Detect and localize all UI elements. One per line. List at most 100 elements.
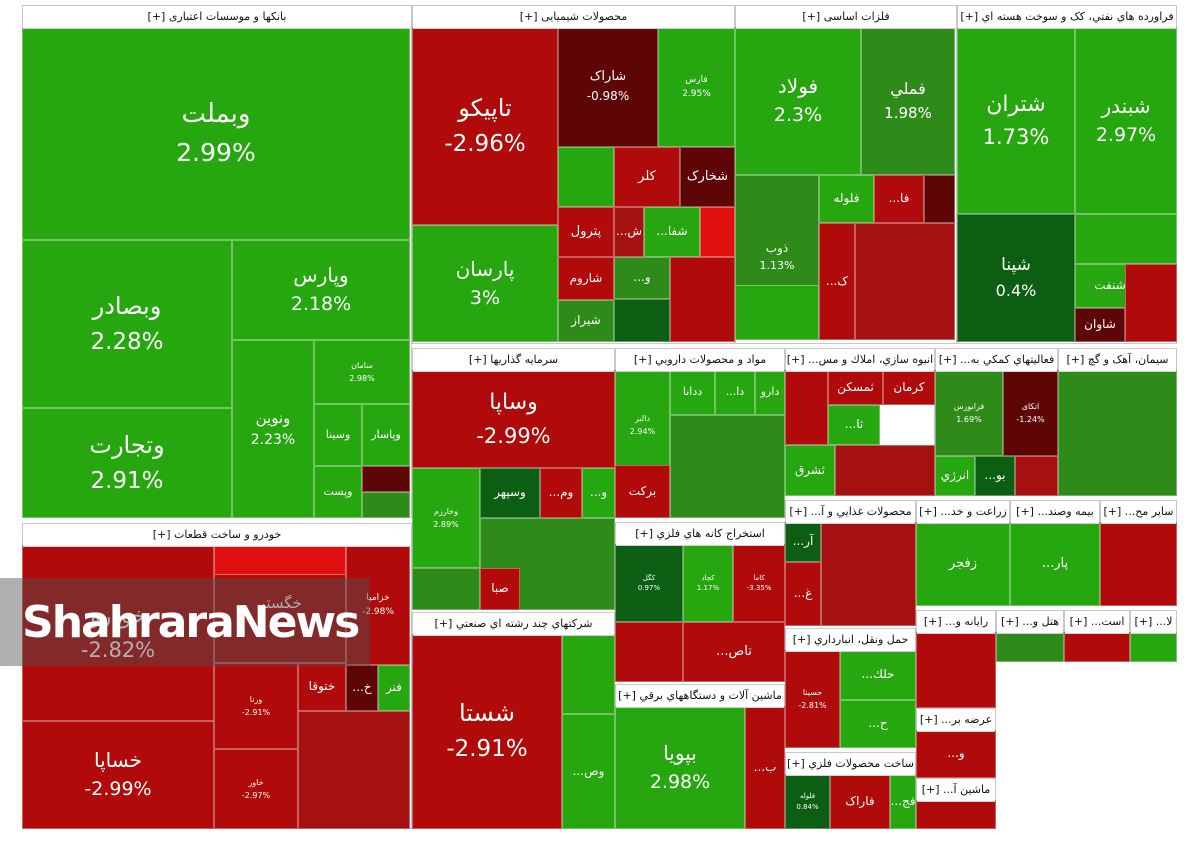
stock-tile[interactable] xyxy=(821,522,916,626)
stock-tile[interactable]: وتجارت 2.91% xyxy=(22,408,232,518)
stock-tile[interactable]: ورنا -2.91% xyxy=(214,663,298,749)
stock-tile[interactable]: وپارس 2.18% xyxy=(232,240,410,340)
stock-tile[interactable] xyxy=(670,257,735,342)
stock-tile[interactable] xyxy=(614,299,670,342)
sector-label[interactable]: ساير مح... [+] xyxy=(1101,501,1176,524)
sector-label[interactable]: بيمه وصند... [+] xyxy=(1011,501,1099,524)
stock-tile[interactable]: فولاد 2.3% xyxy=(735,27,861,175)
stock-tile[interactable]: وپاسار xyxy=(362,404,410,466)
stock-tile[interactable]: کلر xyxy=(614,147,680,207)
stock-tile[interactable]: شاروم xyxy=(558,257,614,300)
stock-tile[interactable]: غ... xyxy=(785,562,821,626)
stock-tile[interactable] xyxy=(562,634,615,714)
stock-tile[interactable]: زفجر xyxy=(916,522,1010,606)
stock-tile[interactable]: شاوان xyxy=(1075,308,1125,342)
stock-tile[interactable]: پارسان 3% xyxy=(412,225,558,342)
stock-tile[interactable] xyxy=(924,175,955,223)
stock-tile[interactable]: حسینا -2.81% xyxy=(785,650,840,748)
stock-tile[interactable] xyxy=(362,492,410,518)
stock-tile[interactable]: خودرو -2.82% xyxy=(22,545,214,721)
stock-tile[interactable]: فلوله xyxy=(819,175,874,223)
stock-tile[interactable]: دا... xyxy=(715,370,755,415)
sector-label[interactable]: بانکها و موسسات اعتباری [+] xyxy=(23,6,411,29)
stock-tile[interactable]: تاپیکو -2.96% xyxy=(412,27,558,225)
stock-tile[interactable]: دالبر 2.94% xyxy=(615,370,670,480)
stock-tile[interactable]: فاراک xyxy=(830,774,890,829)
stock-tile[interactable]: وم... xyxy=(540,468,582,518)
stock-tile[interactable]: وبملت 2.99% xyxy=(22,27,410,240)
stock-tile[interactable]: کچاد 1.17% xyxy=(683,544,733,622)
stock-tile[interactable]: ح... xyxy=(840,700,916,748)
stock-tile[interactable]: وبصادر 2.28% xyxy=(22,240,232,408)
sector-label[interactable]: عرضه بر... [+] xyxy=(917,709,995,732)
stock-tile[interactable]: کرمان xyxy=(883,370,935,405)
stock-tile[interactable]: فرابورس 1.69% xyxy=(935,370,1003,456)
sector-label[interactable]: ماشين آ... [+] xyxy=(917,779,995,802)
stock-tile[interactable]: بو... xyxy=(975,456,1015,496)
stock-tile[interactable]: ثا... xyxy=(828,405,880,445)
stock-tile[interactable]: ددانا xyxy=(670,370,715,415)
stock-tile[interactable]: حلك... xyxy=(840,650,916,700)
stock-tile[interactable]: پترول xyxy=(558,207,614,257)
stock-tile[interactable] xyxy=(916,800,996,829)
sector-label[interactable]: محصولات شیمیایی [+] xyxy=(413,6,734,29)
sector-label[interactable]: انبوه سازي، املاك و مس... [+] xyxy=(786,349,934,372)
stock-tile[interactable] xyxy=(735,285,819,340)
stock-tile[interactable]: خساپا -2.99% xyxy=(22,721,214,829)
sector-label[interactable]: زراعت و خد... [+] xyxy=(917,501,1009,524)
sector-label[interactable]: فلزات اساسی [+] xyxy=(736,6,956,29)
stock-tile[interactable]: ب... xyxy=(745,706,785,829)
sector-label[interactable]: ماشين آلات و دستگاههاي برقي [+] xyxy=(616,685,784,708)
stock-tile[interactable]: پار... xyxy=(1010,522,1100,606)
sector-label[interactable]: ساخت محصولات فلزي [+] xyxy=(786,753,915,776)
stock-tile[interactable]: خ... xyxy=(346,665,378,711)
stock-tile[interactable]: شیراز xyxy=(558,300,614,342)
stock-tile[interactable]: ختوقا xyxy=(298,663,346,711)
stock-tile[interactable]: خزامیا -2.98% xyxy=(346,545,410,665)
sector-label[interactable]: سرمايه گذاريها [+] xyxy=(413,349,614,372)
stock-tile[interactable] xyxy=(1058,370,1177,496)
stock-tile[interactable] xyxy=(785,370,828,445)
stock-tile[interactable]: وسپهر xyxy=(480,468,540,518)
stock-tile[interactable]: بپویا 2.98% xyxy=(615,706,745,829)
stock-tile[interactable]: فارس 2.95% xyxy=(658,27,735,147)
stock-tile[interactable]: وص... xyxy=(562,714,615,829)
stock-tile[interactable] xyxy=(1015,456,1058,496)
stock-tile[interactable]: و... xyxy=(614,257,670,299)
stock-tile[interactable]: ش... xyxy=(614,207,644,257)
stock-tile[interactable]: شپنا 0.4% xyxy=(957,214,1075,342)
stock-tile[interactable]: شخارک xyxy=(680,147,735,207)
sector-label[interactable]: سيمان، آهک و گچ [+] xyxy=(1059,349,1176,372)
stock-tile[interactable]: سامان 2.98% xyxy=(314,340,410,404)
stock-tile[interactable]: فا... xyxy=(874,175,924,223)
stock-tile[interactable]: ثمسکن xyxy=(828,370,883,405)
stock-tile[interactable] xyxy=(615,622,683,682)
stock-tile[interactable] xyxy=(670,415,785,518)
stock-tile[interactable] xyxy=(855,223,955,340)
stock-tile[interactable]: صبا xyxy=(480,568,520,610)
stock-tile[interactable] xyxy=(1125,264,1177,342)
stock-tile[interactable]: تاص... xyxy=(683,622,785,682)
stock-tile[interactable]: وپست xyxy=(314,466,362,518)
stock-tile[interactable] xyxy=(214,545,346,575)
sector-label[interactable]: محصولات غذايي و آ... [+] xyxy=(786,501,915,524)
stock-tile[interactable]: دارو xyxy=(755,370,785,415)
stock-tile[interactable] xyxy=(412,568,480,610)
stock-tile[interactable] xyxy=(916,632,996,708)
stock-tile[interactable] xyxy=(298,711,410,829)
stock-tile[interactable]: فنر xyxy=(378,665,410,711)
stock-tile[interactable] xyxy=(996,632,1064,662)
stock-tile[interactable]: شفا... xyxy=(644,207,700,257)
stock-tile[interactable]: و... xyxy=(916,730,996,778)
sector-label[interactable]: شرکتهاي چند رشته اي صنعتي [+] xyxy=(413,613,614,636)
stock-tile[interactable]: ثشرق xyxy=(785,445,835,496)
sector-label[interactable]: هتل و... [+] xyxy=(997,611,1063,634)
sector-label[interactable]: حمل ونقل، انبارداري [+] xyxy=(786,629,915,652)
sector-label[interactable]: فراورده هاي نفتي، کک و سوخت هسته اي [+] xyxy=(958,6,1176,29)
sector-label[interactable]: خودرو و ساخت قطعات [+] xyxy=(23,524,411,547)
stock-tile[interactable]: فلوله 0.84% xyxy=(785,774,830,829)
sector-label[interactable]: مواد و محصولات دارويي [+] xyxy=(616,349,784,372)
stock-tile[interactable]: فج... xyxy=(890,774,916,829)
stock-tile[interactable] xyxy=(1064,632,1130,662)
sector-label[interactable]: فعاليتهاي کمکي به... [+] xyxy=(936,349,1057,372)
